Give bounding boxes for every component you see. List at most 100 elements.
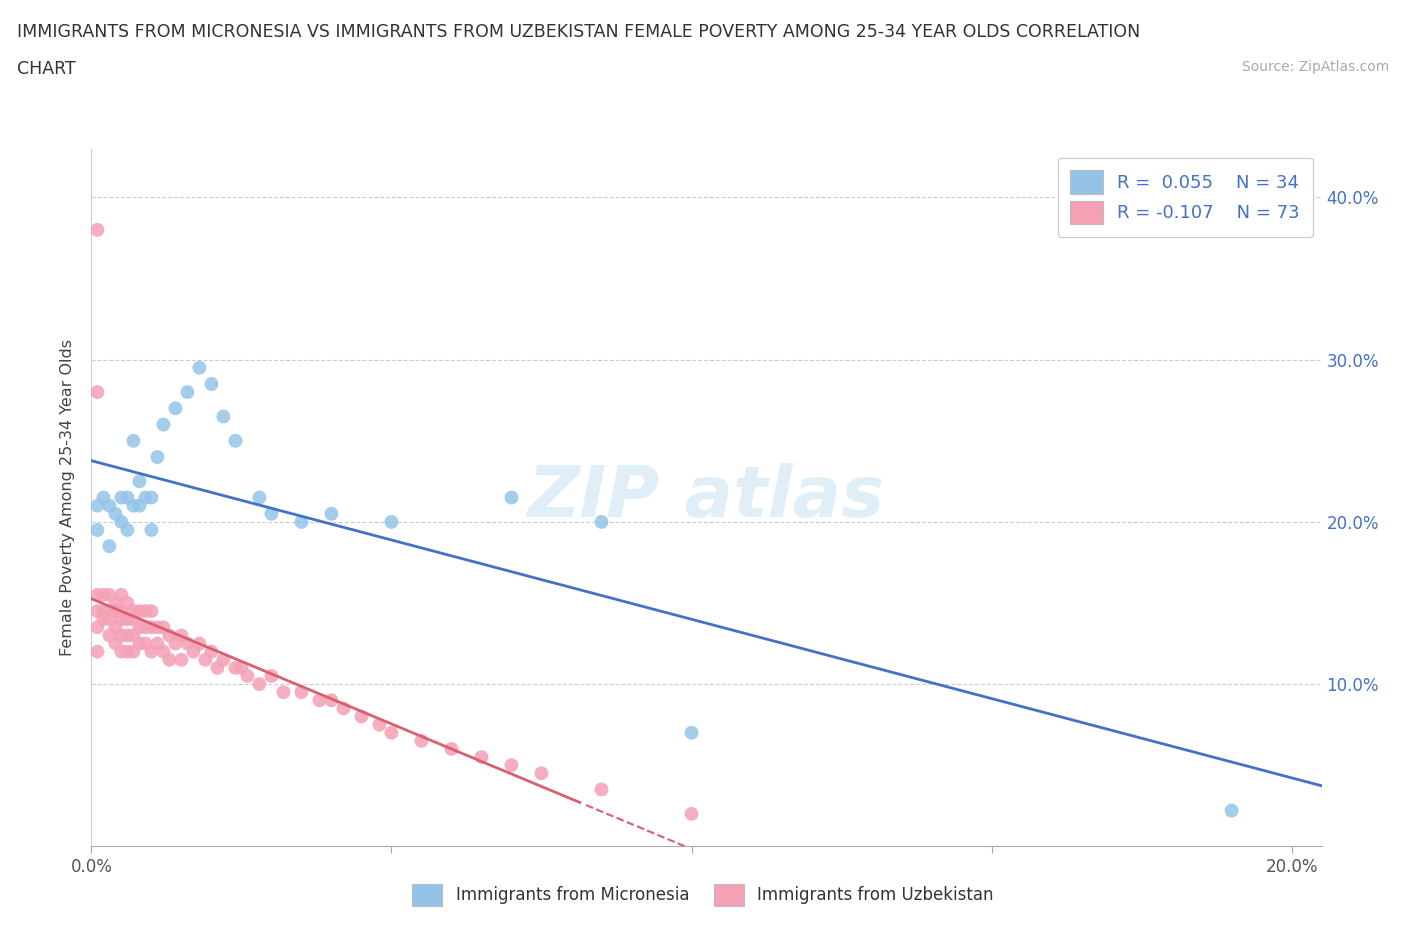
Y-axis label: Female Poverty Among 25-34 Year Olds: Female Poverty Among 25-34 Year Olds [60,339,76,656]
Point [681,806,703,821]
Point [332,701,354,716]
Point [86,385,108,400]
Point [591,782,613,797]
Point [93,612,115,627]
Point [98,612,121,627]
Point [501,758,523,773]
Point [98,498,121,513]
Point [134,636,156,651]
Point [122,612,145,627]
Text: Source: ZipAtlas.com: Source: ZipAtlas.com [1241,60,1389,74]
Point [134,604,156,618]
Point [128,636,150,651]
Text: CHART: CHART [17,60,76,78]
Point [165,636,187,651]
Point [188,360,211,375]
Text: ZIP atlas: ZIP atlas [527,463,886,532]
Point [591,514,613,529]
Point [152,644,174,659]
Point [212,409,235,424]
Point [104,604,127,618]
Point [249,490,271,505]
Point [146,449,169,464]
Point [146,620,169,635]
Point [530,766,553,781]
Point [249,677,271,692]
Point [128,474,150,489]
Point [260,506,283,521]
Point [86,604,108,618]
Legend: R =  0.055    N = 34, R = -0.107    N = 73: R = 0.055 N = 34, R = -0.107 N = 73 [1057,158,1313,237]
Point [86,588,108,603]
Point [350,709,373,724]
Point [110,490,132,505]
Point [321,693,343,708]
Point [93,588,115,603]
Point [110,514,132,529]
Point [110,644,132,659]
Point [152,418,174,432]
Point [470,750,492,764]
Point [104,506,127,521]
Point [141,620,163,635]
Point [93,604,115,618]
Point [104,595,127,610]
Point [194,652,217,667]
Point [104,620,127,635]
Point [122,604,145,618]
Point [681,725,703,740]
Text: IMMIGRANTS FROM MICRONESIA VS IMMIGRANTS FROM UZBEKISTAN FEMALE POVERTY AMONG 25: IMMIGRANTS FROM MICRONESIA VS IMMIGRANTS… [17,23,1140,41]
Point [141,644,163,659]
Point [176,385,198,400]
Point [110,612,132,627]
Point [86,222,108,237]
Point [122,644,145,659]
Point [1220,804,1243,818]
Point [141,490,163,505]
Point [380,514,402,529]
Point [176,636,198,651]
Point [98,604,121,618]
Point [188,636,211,651]
Point [380,725,402,740]
Point [122,433,145,448]
Point [110,588,132,603]
Point [273,684,295,699]
Point [98,628,121,643]
Point [128,604,150,618]
Point [141,604,163,618]
Point [110,604,132,618]
Point [231,660,253,675]
Point [170,652,193,667]
Point [86,498,108,513]
Point [104,636,127,651]
Point [165,401,187,416]
Point [308,693,330,708]
Point [260,669,283,684]
Point [152,620,174,635]
Point [290,514,312,529]
Point [146,636,169,651]
Point [157,652,180,667]
Point [224,660,246,675]
Point [212,652,235,667]
Point [200,377,222,392]
Point [98,538,121,553]
Point [141,523,163,538]
Point [134,490,156,505]
Point [501,490,523,505]
Point [128,498,150,513]
Point [411,734,433,749]
Point [170,628,193,643]
Point [128,620,150,635]
Point [117,595,139,610]
Point [110,628,132,643]
Point [117,490,139,505]
Point [98,588,121,603]
Point [200,644,222,659]
Point [93,490,115,505]
Point [224,433,246,448]
Point [122,498,145,513]
Legend: Immigrants from Micronesia, Immigrants from Uzbekistan: Immigrants from Micronesia, Immigrants f… [405,878,1001,912]
Point [368,717,391,732]
